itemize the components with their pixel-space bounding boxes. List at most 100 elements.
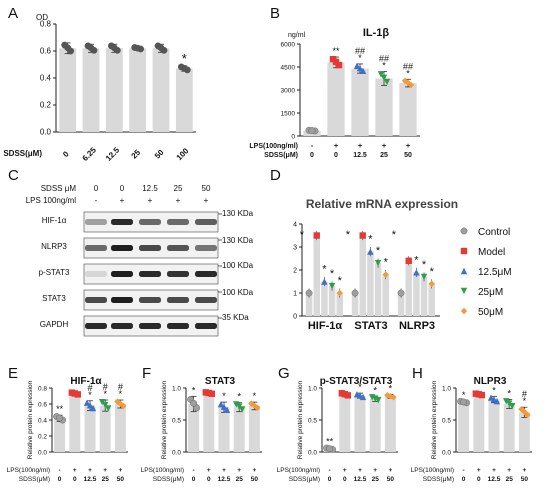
bar <box>503 404 515 452</box>
y-tick-label: 0.5 <box>172 418 181 425</box>
legend-marker <box>460 227 468 235</box>
category-label: HIF-1α <box>308 320 343 332</box>
row-label-lps: LPS(100ng/ml) <box>249 143 298 150</box>
band <box>139 219 161 225</box>
y-tick-label: 0.2 <box>40 101 52 110</box>
y-tick-label: 4500 <box>281 65 296 72</box>
data-point <box>475 391 482 398</box>
data-point <box>407 81 415 89</box>
y-tick-label: 0.4 <box>40 74 52 83</box>
panel-letter-d: D <box>270 167 281 184</box>
kda-label: 100 KDa <box>222 261 254 270</box>
lps-value: + <box>253 467 257 474</box>
significance-mark: * <box>462 390 466 400</box>
bar <box>473 394 485 452</box>
data-point <box>86 401 94 409</box>
significance-mark: * <box>358 382 362 392</box>
band <box>167 219 189 225</box>
panel-letter-a: A <box>8 5 18 22</box>
sdss-header-label: SDSS μM <box>41 184 77 193</box>
data-point <box>117 400 124 407</box>
data-point <box>356 392 364 399</box>
significance-mark: * <box>389 383 393 393</box>
band-label: NLRP3 <box>41 242 67 251</box>
bar <box>69 393 81 452</box>
bar <box>188 404 200 452</box>
band <box>111 219 133 225</box>
data-point <box>380 74 388 82</box>
data-point <box>428 280 435 287</box>
data-point <box>110 44 118 52</box>
band <box>167 271 189 277</box>
row-label-sdss: SDSS(μM) <box>19 476 50 483</box>
bar <box>351 68 369 136</box>
bar <box>233 407 245 452</box>
bar <box>375 78 393 136</box>
lps-value: + <box>207 467 211 474</box>
panel-f-stat3-chart: STAT3 Relative protein expression 0.0 0.5 1.… <box>141 376 262 483</box>
y-tick-label: 0.0 <box>308 450 317 457</box>
lps-value: + <box>358 143 362 150</box>
bar <box>354 395 366 452</box>
lps-value: + <box>73 467 77 474</box>
bar <box>175 68 193 132</box>
y-tick-label: 0.0 <box>442 450 451 457</box>
row-label-sdss: SDSS(μM) <box>264 152 298 159</box>
chart-title: p-STAT3/STAT3 <box>320 376 393 387</box>
bar <box>374 263 382 316</box>
data-point <box>220 403 228 410</box>
panel-letter-c: C <box>8 167 19 184</box>
bar <box>305 293 313 316</box>
chart-title: Relative mRNA expression <box>306 197 458 211</box>
lps-value: + <box>507 467 511 474</box>
data-point <box>64 44 72 52</box>
bar <box>399 83 417 136</box>
data-point <box>420 273 428 281</box>
panel-e-hif1a-chart: HIF-1α Relative protein expression 0.0 0.2 0… <box>7 376 128 483</box>
sdss-value: 50 <box>251 476 259 483</box>
bar <box>384 396 396 452</box>
y-tick-label: 0.6 <box>40 47 52 56</box>
bar <box>382 274 390 316</box>
y-tick-label: 1.0 <box>442 386 451 393</box>
significance-mark: # <box>103 382 108 392</box>
data-point <box>83 399 91 406</box>
data-point <box>353 62 361 69</box>
data-point <box>87 44 95 52</box>
band <box>167 323 189 329</box>
y-tick-label: 0.8 <box>38 386 47 393</box>
lps-value: + <box>477 467 481 474</box>
bar <box>405 260 413 316</box>
y-tick-label: 1.0 <box>172 386 181 393</box>
lps-value: + <box>523 467 527 474</box>
data-point <box>233 401 240 408</box>
data-point <box>351 289 359 297</box>
sdss-lane-value: 50 <box>202 184 211 193</box>
data-point <box>374 259 382 267</box>
chart-title: IL-1β <box>363 27 390 39</box>
band <box>195 219 217 225</box>
bar <box>248 405 260 452</box>
panel-letter-g: G <box>278 365 290 382</box>
bar <box>203 393 215 452</box>
sdss-value: 0 <box>334 152 338 159</box>
sdss-value: 12.5 <box>353 152 367 159</box>
data-point <box>308 127 316 134</box>
lps-value: + <box>237 467 241 474</box>
bar <box>54 418 66 452</box>
bar <box>313 235 321 316</box>
sdss-value: 0 <box>207 476 211 483</box>
bar <box>59 48 77 132</box>
y-tick-label: 0.0 <box>40 128 52 137</box>
bar <box>397 293 405 316</box>
panel-g-pstat3-chart: p-STAT3/STAT3 Relative protein expression… <box>277 376 398 483</box>
data-point <box>359 232 366 239</box>
data-point <box>490 396 498 403</box>
band <box>85 323 107 329</box>
lps-value: - <box>311 143 314 150</box>
band <box>111 323 133 329</box>
sdss-value: 50 <box>521 476 529 483</box>
significance-mark: * <box>523 396 527 406</box>
data-point <box>105 405 112 412</box>
